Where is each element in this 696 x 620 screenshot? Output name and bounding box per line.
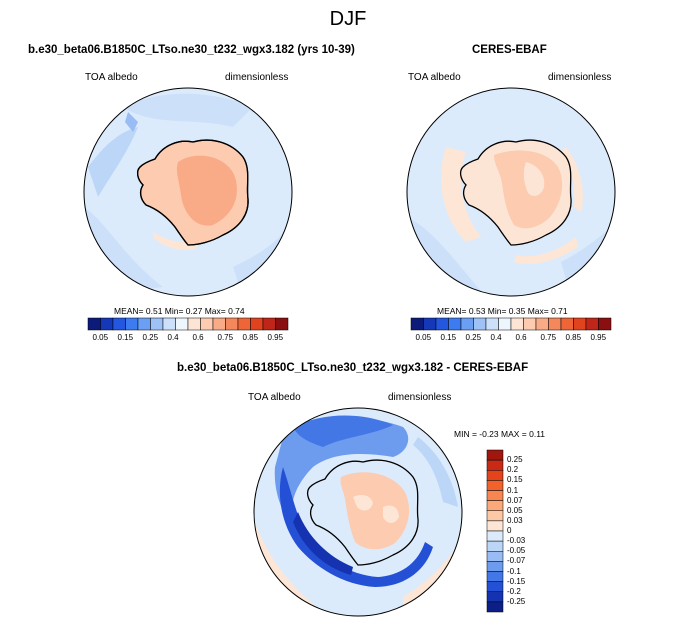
colorbar-tick-label: 0.15 xyxy=(117,333,134,342)
colorbar-swatch xyxy=(486,490,504,501)
colorbar-swatch xyxy=(486,510,504,522)
colorbar-swatch xyxy=(598,317,612,331)
colorbar-swatch xyxy=(486,581,504,592)
diff-panel-title: b.e30_beta06.B1850C_LTso.ne30_t232_wgx3.… xyxy=(177,362,529,374)
left-colorbar xyxy=(87,317,289,331)
colorbar-swatch xyxy=(275,317,289,331)
colorbar-swatch xyxy=(262,317,276,331)
left-variable-label: TOA albedo xyxy=(85,72,138,83)
right-units-label: dimensionless xyxy=(548,72,612,83)
colorbar-tick-label: 0.4 xyxy=(490,333,502,342)
colorbar-swatch xyxy=(510,317,524,331)
diff-variable-label: TOA albedo xyxy=(248,392,301,403)
colorbar-swatch xyxy=(486,551,504,562)
colorbar-tick-label: 0.75 xyxy=(540,333,557,342)
left-stats: MEAN= 0.51 Min= 0.27 Max= 0.74 xyxy=(114,306,245,316)
colorbar-swatch xyxy=(460,317,474,331)
colorbar-swatch xyxy=(137,317,151,331)
colorbar-tick-label: 0.95 xyxy=(267,333,284,342)
colorbar-tick-label: 0.03 xyxy=(507,515,523,525)
colorbar-tick-label: 0.85 xyxy=(565,333,582,342)
colorbar-tick-label: 0.05 xyxy=(92,333,109,342)
colorbar-swatch xyxy=(250,317,264,331)
colorbar-tick-label: -0.25 xyxy=(507,596,526,606)
colorbar-tick-label: 0.75 xyxy=(217,333,234,342)
colorbar-swatch xyxy=(162,317,176,331)
colorbar-swatch xyxy=(87,317,101,331)
colorbar-tick-label: 0.2 xyxy=(507,465,519,475)
colorbar-swatch xyxy=(486,449,504,461)
colorbar-swatch xyxy=(486,601,504,613)
colorbar-swatch xyxy=(150,317,164,331)
colorbar-swatch xyxy=(523,317,537,331)
colorbar-swatch xyxy=(585,317,599,331)
colorbar-tick-label: -0.1 xyxy=(507,566,521,576)
colorbar-swatch xyxy=(486,500,504,511)
colorbar-swatch xyxy=(112,317,126,331)
colorbar-swatch xyxy=(486,530,504,542)
colorbar-tick-label: 0.95 xyxy=(590,333,607,342)
colorbar-swatch xyxy=(560,317,574,331)
colorbar-tick-label: 0.6 xyxy=(515,333,527,342)
right-colorbar xyxy=(410,317,612,331)
colorbar-tick-label: -0.05 xyxy=(507,546,526,556)
colorbar-swatch xyxy=(200,317,214,331)
colorbar-swatch xyxy=(486,571,504,582)
colorbar-tick-label: -0.2 xyxy=(507,586,521,596)
colorbar-tick-label: 0.4 xyxy=(167,333,179,342)
diff-stats: MIN = -0.23 MAX = 0.11 xyxy=(454,429,546,439)
colorbar-tick-label: -0.15 xyxy=(507,576,526,586)
diff-units-label: dimensionless xyxy=(388,392,452,403)
colorbar-swatch xyxy=(485,317,499,331)
colorbar-swatch xyxy=(237,317,251,331)
colorbar-tick-label: -0.07 xyxy=(507,556,526,566)
colorbar-swatch xyxy=(410,317,424,331)
colorbar-tick-label: 0.15 xyxy=(507,475,523,485)
colorbar-swatch xyxy=(486,470,504,481)
colorbar-tick-label: 0.15 xyxy=(440,333,457,342)
colorbar-swatch xyxy=(486,480,504,491)
colorbar-tick-label: 0.25 xyxy=(507,455,523,465)
colorbar-swatch xyxy=(548,317,562,331)
left-units-label: dimensionless xyxy=(225,72,289,83)
colorbar-swatch xyxy=(573,317,587,331)
colorbar-tick-label: -0.03 xyxy=(507,536,526,546)
colorbar-swatch xyxy=(187,317,201,331)
colorbar-swatch xyxy=(212,317,226,331)
colorbar-swatch xyxy=(225,317,239,331)
colorbar-swatch xyxy=(486,561,504,572)
colorbar-swatch xyxy=(473,317,487,331)
left-panel-title: b.e30_beta06.B1850C_LTso.ne30_t232_wgx3.… xyxy=(28,44,355,56)
colorbar-swatch xyxy=(448,317,462,331)
colorbar-swatch xyxy=(486,591,504,603)
colorbar-swatch xyxy=(423,317,437,331)
colorbar-tick-label: 0.6 xyxy=(192,333,204,342)
diff-polar-map xyxy=(253,407,463,617)
right-stats: MEAN= 0.53 Min= 0.35 Max= 0.71 xyxy=(437,306,568,316)
colorbar-tick-label: 0.05 xyxy=(415,333,432,342)
colorbar-swatch xyxy=(486,520,504,532)
diff-colorbar xyxy=(486,449,504,613)
left-polar-map xyxy=(83,87,293,297)
right-polar-map xyxy=(406,87,616,297)
colorbar-swatch xyxy=(435,317,449,331)
colorbar-tick-label: 0.25 xyxy=(142,333,159,342)
colorbar-swatch xyxy=(498,317,512,331)
colorbar-swatch xyxy=(125,317,139,331)
colorbar-swatch xyxy=(486,540,504,552)
colorbar-tick-label: 0.25 xyxy=(465,333,482,342)
right-panel-title: CERES-EBAF xyxy=(472,44,547,56)
colorbar-swatch xyxy=(100,317,114,331)
colorbar-swatch xyxy=(486,459,504,471)
colorbar-tick-label: 0 xyxy=(507,526,512,535)
figure-title: DJF xyxy=(329,8,367,30)
colorbar-tick-label: 0.07 xyxy=(507,495,523,505)
colorbar-swatch xyxy=(535,317,549,331)
right-variable-label: TOA albedo xyxy=(408,72,461,83)
colorbar-tick-label: 0.05 xyxy=(507,505,523,515)
colorbar-tick-label: 0.85 xyxy=(242,333,259,342)
colorbar-swatch xyxy=(175,317,189,331)
colorbar-tick-label: 0.1 xyxy=(507,485,519,495)
